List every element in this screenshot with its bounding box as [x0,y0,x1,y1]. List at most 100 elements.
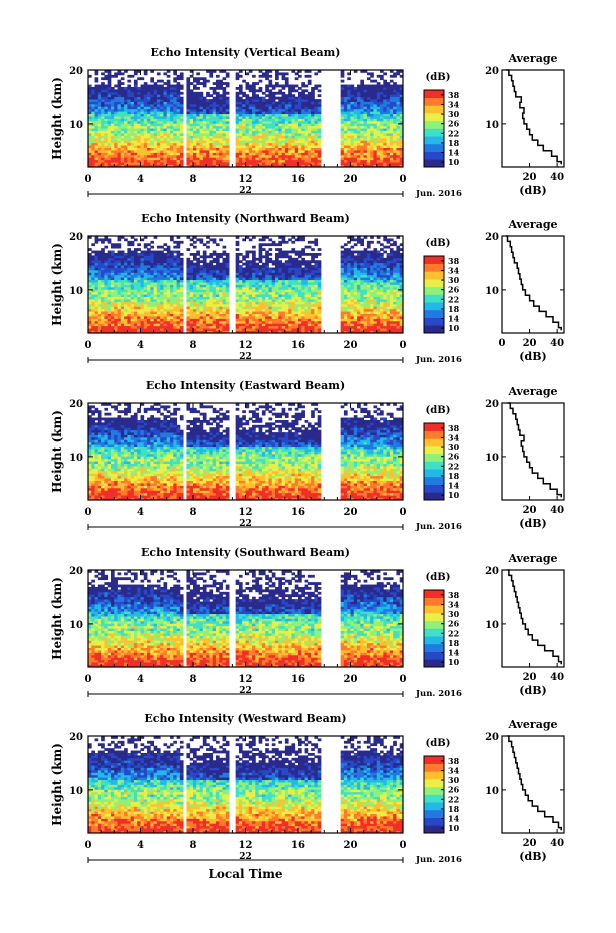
panel-2: Echo Intensity (Northward Beam)1020Heigh… [50,212,564,365]
x-tick-label: 0 [400,340,407,351]
date-label: Jun. 2016 [415,355,462,365]
average-y-tick-label: 20 [485,399,499,410]
colorbar-swatch [424,454,444,462]
average-x-tick-label: 40 [550,338,564,349]
colorbar-swatch [424,121,444,129]
average-profile-panel: Average 10 20 20 40 (dB) [485,385,564,530]
average-title: Average [507,52,557,65]
colorbar-tick-label: 14 [448,648,460,658]
average-y-tick-label: 20 [485,566,499,577]
colorbar-swatch [424,771,444,779]
colorbar-swatch [424,659,444,667]
y-tick-label: 10 [69,453,83,464]
average-x-label: (dB) [519,350,546,363]
y-axis-label: Height (km) [50,243,64,326]
colorbar-swatch [424,287,444,295]
average-title: Average [507,385,557,398]
average-profile-line [508,403,562,497]
colorbar-unit: (dB) [426,738,451,749]
colorbar-tick-label: 30 [448,609,460,619]
heatmap-cells [88,403,403,500]
average-y-tick-label: 10 [485,120,499,131]
y-axis-label: Height (km) [50,743,64,826]
x-tick-label: 12 [239,507,253,518]
x-tick-label: 4 [137,840,144,851]
x-tick-label: 20 [344,174,358,185]
colorbar-swatch [424,756,444,764]
y-tick-label: 10 [69,286,83,297]
colorbar-tick-label: 18 [448,471,460,481]
average-profile-line [506,236,561,330]
average-x-tick-label: 20 [523,505,537,516]
x-tick-label: 20 [344,507,358,518]
x-tick-label: 8 [190,507,197,518]
panel-title: Echo Intensity (Southward Beam) [141,546,350,559]
panel-3: Echo Intensity (Eastward Beam)1020Height… [50,379,564,532]
average-y-tick-label: 20 [485,732,499,743]
colorbar-swatch [424,590,444,598]
colorbar-tick-label: 26 [448,285,460,295]
average-y-tick-label: 10 [485,620,499,631]
colorbar-tick-label: 30 [448,109,460,119]
x-tick-label: 0 [85,174,92,185]
average-x-tick-label: 20 [523,172,537,183]
x-tick-label: 0 [400,840,407,851]
average-y-tick-label: 10 [485,453,499,464]
heatmap-cells [88,570,403,667]
x-tick-label: 4 [137,340,144,351]
average-frame [502,403,564,500]
average-title: Average [507,718,557,731]
average-profile-line [508,736,562,830]
average-x-tick-label: 40 [550,505,564,516]
x-tick-label: 0 [85,340,92,351]
colorbar-tick-label: 38 [448,423,460,433]
y-tick-label: 10 [69,120,83,131]
colorbar-tick-label: 10 [448,323,460,333]
colorbar-tick-label: 34 [448,765,460,775]
colorbar-tick-label: 14 [448,814,460,824]
y-axis-label: Height (km) [50,77,64,160]
colorbar-tick-label: 18 [448,304,460,314]
colorbar-tick-label: 22 [448,294,459,304]
x-tick-label: 8 [190,674,197,685]
colorbar-tick-label: 22 [448,628,459,638]
x-tick-label: 20 [344,340,358,351]
average-x-tick-label: 20 [523,838,537,849]
colorbar-swatch [424,159,444,167]
x-tick-label: 0 [85,674,92,685]
colorbar-swatch [424,477,444,485]
average-x-label: (dB) [519,184,546,197]
colorbar-tick-label: 34 [448,265,460,275]
colorbar-swatch [424,810,444,818]
average-x-tick-label: 40 [550,838,564,849]
y-axis-label: Height (km) [50,410,64,493]
colorbar-tick-label: 38 [448,756,460,766]
colorbar-tick-label: 30 [448,442,460,452]
average-title: Average [507,218,557,231]
average-x-tick-label: 0 [499,338,506,349]
colorbar-swatch [424,256,444,264]
colorbar-swatch [424,105,444,113]
colorbar-swatch [424,787,444,795]
colorbar-swatch [424,795,444,803]
x-tick-label: 8 [190,174,197,185]
x-tick-label: 4 [137,674,144,685]
colorbar-swatch [424,129,444,137]
colorbar-tick-label: 26 [448,452,460,462]
colorbar-tick-label: 10 [448,490,460,500]
colorbar-tick-label: 18 [448,138,460,148]
average-x-label: (dB) [519,517,546,530]
colorbar-tick-label: 14 [448,481,460,491]
y-tick-label: 20 [69,566,83,577]
average-x-tick-label: 20 [523,338,537,349]
colorbar-swatch [424,629,444,637]
colorbar-tick-label: 18 [448,804,460,814]
x-tick-label: 16 [291,174,305,185]
colorbar-tick-label: 22 [448,794,459,804]
day-label: 22 [239,686,252,696]
average-profile-line [508,570,562,664]
x-tick-label: 0 [85,507,92,518]
